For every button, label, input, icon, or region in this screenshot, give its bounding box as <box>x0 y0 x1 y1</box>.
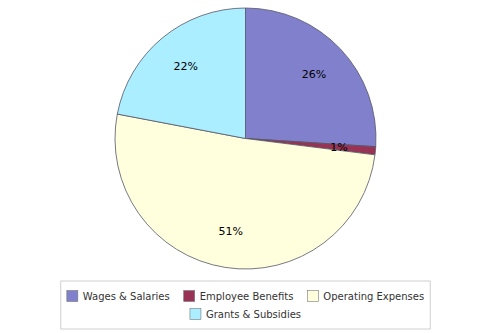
legend-item: Grants & Subsidies <box>190 309 301 320</box>
data-label: 22% <box>173 60 197 73</box>
pie <box>115 8 376 269</box>
legend-swatch <box>67 291 78 302</box>
legend-swatch <box>190 309 201 320</box>
pie-slice <box>246 8 376 147</box>
data-label: 51% <box>219 225 243 238</box>
legend-item: Employee Benefits <box>184 291 294 302</box>
legend-item: Operating Expenses <box>307 291 424 302</box>
legend-label: Employee Benefits <box>200 291 294 302</box>
data-label: 1% <box>330 141 347 154</box>
legend: Wages & Salaries Employee Benefits Operati… <box>61 281 430 329</box>
legend-item: Wages & Salaries <box>67 291 170 302</box>
legend-label: Grants & Subsidies <box>206 309 301 320</box>
pie-slice <box>117 8 245 139</box>
legend-swatch <box>184 291 195 302</box>
chart: Wages & Salaries Employee Benefits Operati… <box>0 0 491 333</box>
legend-frame <box>61 281 430 329</box>
legend-swatch <box>307 291 318 302</box>
data-label: 26% <box>302 68 326 81</box>
legend-label: Operating Expenses <box>323 291 424 302</box>
legend-label: Wages & Salaries <box>83 291 170 302</box>
data-labels: 26% 1% 51% 22% <box>173 60 347 238</box>
